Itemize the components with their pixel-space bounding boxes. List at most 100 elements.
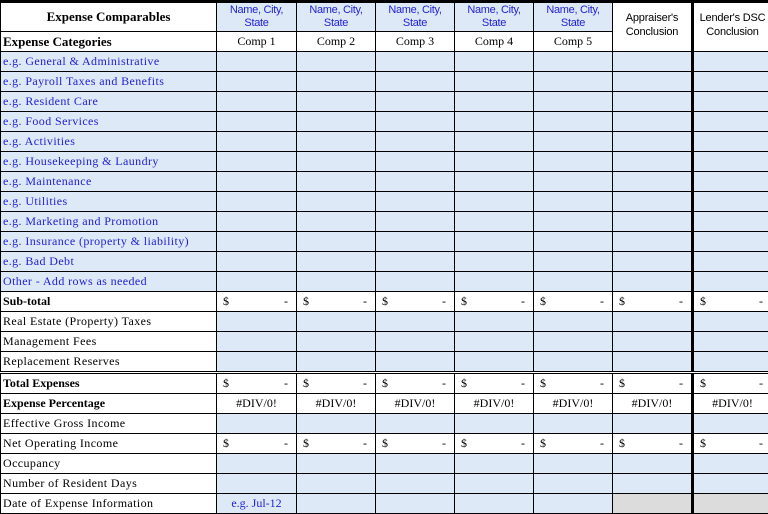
comp-3-cell[interactable] [376,352,455,373]
comp-2-cell[interactable] [297,132,376,152]
comp-2-cell[interactable] [297,232,376,252]
lender-cell[interactable] [693,252,768,272]
comp-2-cell[interactable] [297,112,376,132]
comp-5-cell[interactable] [534,132,613,152]
comp-1-cell[interactable] [217,112,297,132]
comp-4-cell[interactable] [455,312,534,332]
comp-5-cell[interactable] [534,474,613,494]
lender-cell[interactable] [693,132,768,152]
lender-cell[interactable] [693,352,768,373]
comp-4-cell[interactable] [455,454,534,474]
lender-cell[interactable] [693,454,768,474]
comp-1-cell[interactable] [217,252,297,272]
comp-3-cell[interactable] [376,232,455,252]
comp-1-cell[interactable] [217,474,297,494]
comp-1-cell[interactable] [217,312,297,332]
comp-4-cell[interactable] [455,272,534,292]
comp-5-cell[interactable] [534,52,613,72]
comp-4-cell[interactable] [455,494,534,514]
lender-cell[interactable] [693,112,768,132]
row-label[interactable]: e.g. Resident Care [1,92,217,112]
comp-5-cell[interactable] [534,112,613,132]
appraiser-cell[interactable] [613,232,693,252]
appraiser-cell[interactable] [613,312,693,332]
comp-3-cell[interactable] [376,454,455,474]
appraiser-cell[interactable] [613,52,693,72]
comp-1-cell[interactable] [217,132,297,152]
lender-cell[interactable] [693,212,768,232]
comp-1-cell[interactable] [217,152,297,172]
comp-2-cell[interactable] [297,72,376,92]
comp-5-cell[interactable] [534,192,613,212]
comp-3-name-cell[interactable]: Name, City, State [376,2,455,32]
row-label[interactable]: e.g. Housekeeping & Laundry [1,152,217,172]
comp-1-cell[interactable] [217,272,297,292]
row-label[interactable]: e.g. Utilities [1,192,217,212]
appraiser-cell[interactable] [613,92,693,112]
comp-5-cell[interactable] [534,212,613,232]
lender-cell[interactable] [693,52,768,72]
comp-5-cell[interactable] [534,172,613,192]
comp-1-cell[interactable] [217,72,297,92]
comp-5-cell[interactable] [534,332,613,352]
comp-3-cell[interactable] [376,52,455,72]
comp-1-cell[interactable] [217,414,297,434]
comp-5-cell[interactable] [534,494,613,514]
comp-5-cell[interactable] [534,152,613,172]
comp-5-cell[interactable] [534,352,613,373]
comp-4-cell[interactable] [455,192,534,212]
comp-1-cell[interactable] [217,454,297,474]
lender-cell[interactable] [693,92,768,112]
appraiser-cell[interactable] [613,352,693,373]
appraiser-cell[interactable] [613,454,693,474]
row-label[interactable]: Other - Add rows as needed [1,272,217,292]
row-label[interactable]: e.g. Food Services [1,112,217,132]
comp-3-cell[interactable] [376,272,455,292]
comp-3-cell[interactable] [376,494,455,514]
comp-3-cell[interactable] [376,414,455,434]
comp-1-cell[interactable] [217,172,297,192]
lender-cell[interactable] [693,152,768,172]
row-label[interactable]: e.g. Maintenance [1,172,217,192]
comp-1-cell[interactable] [217,192,297,212]
comp-1-cell[interactable] [217,232,297,252]
comp-2-cell[interactable] [297,272,376,292]
appraiser-cell[interactable] [613,272,693,292]
appraiser-cell[interactable] [613,414,693,434]
comp-4-name-cell[interactable]: Name, City, State [455,2,534,32]
lender-cell[interactable] [693,272,768,292]
comp-4-cell[interactable] [455,132,534,152]
comp-4-cell[interactable] [455,72,534,92]
comp-1-name-cell[interactable]: Name, City, State [217,2,297,32]
comp-2-cell[interactable] [297,312,376,332]
comp-5-cell[interactable] [534,312,613,332]
comp-3-cell[interactable] [376,172,455,192]
row-label[interactable]: e.g. Marketing and Promotion [1,212,217,232]
comp-2-cell[interactable] [297,252,376,272]
comp-1-cell[interactable] [217,92,297,112]
lender-cell[interactable] [693,332,768,352]
comp-2-cell[interactable] [297,152,376,172]
comp-2-cell[interactable] [297,494,376,514]
comp-5-name-cell[interactable]: Name, City, State [534,2,613,32]
comp-3-cell[interactable] [376,192,455,212]
row-label[interactable]: e.g. Activities [1,132,217,152]
appraiser-cell[interactable] [613,332,693,352]
comp-4-cell[interactable] [455,52,534,72]
lender-cell[interactable] [693,172,768,192]
appraiser-cell[interactable] [613,252,693,272]
appraiser-cell[interactable] [613,192,693,212]
lender-cell[interactable] [693,192,768,212]
comp-3-cell[interactable] [376,252,455,272]
comp-4-cell[interactable] [455,112,534,132]
lender-cell[interactable] [693,72,768,92]
comp-4-cell[interactable] [455,232,534,252]
appraiser-cell[interactable] [613,172,693,192]
row-label[interactable]: e.g. General & Administrative [1,52,217,72]
comp-5-cell[interactable] [534,72,613,92]
appraiser-cell[interactable] [613,112,693,132]
lender-cell[interactable] [693,312,768,332]
comp-3-cell[interactable] [376,312,455,332]
comp-2-cell[interactable] [297,414,376,434]
comp-3-cell[interactable] [376,212,455,232]
